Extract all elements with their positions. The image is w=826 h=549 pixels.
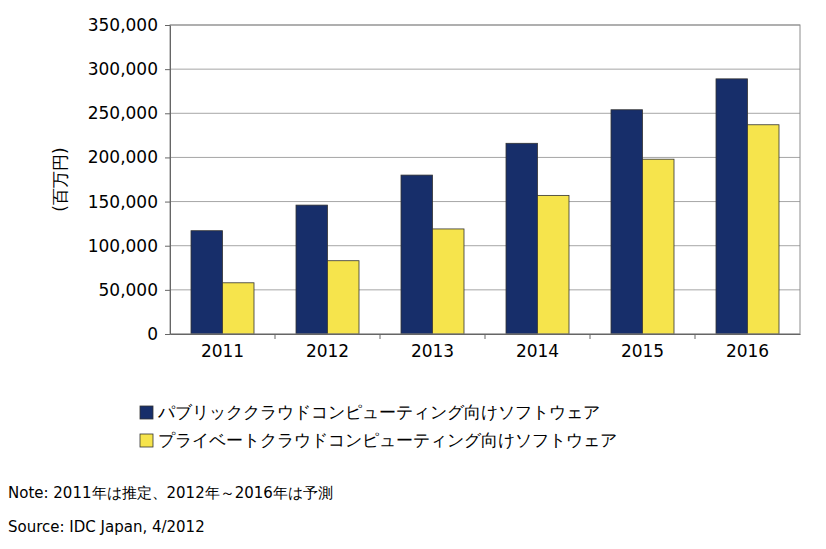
annotation: Note: 2011年は推定、2012年～2016年は予測 xyxy=(8,484,333,502)
grid xyxy=(170,25,800,334)
plot-frame xyxy=(170,25,800,334)
bar xyxy=(716,79,748,334)
legend-label: パブリッククラウドコンピューティング向けソフトウェア xyxy=(157,402,600,422)
bar xyxy=(748,125,780,334)
tick-label: 2014 xyxy=(516,341,559,361)
bar xyxy=(328,261,360,334)
separator xyxy=(695,334,696,339)
tick-label: 2013 xyxy=(411,341,454,361)
bar xyxy=(611,110,643,334)
tick-label: 2015 xyxy=(621,341,664,361)
tick-label: 50,000 xyxy=(99,280,158,300)
chart: 0 50,000 100,000 150,000 200,000 250,000 300,0… xyxy=(0,0,826,549)
axis-title: (百万円) xyxy=(50,147,70,211)
grid-line xyxy=(170,245,800,246)
tick-label: 200,000 xyxy=(88,147,158,167)
tick-mark xyxy=(165,69,170,70)
bar xyxy=(191,231,223,334)
grid-line xyxy=(170,113,800,114)
tick-mark xyxy=(165,25,170,26)
bar xyxy=(433,229,465,334)
bar xyxy=(401,175,433,334)
legend-swatch xyxy=(140,434,153,447)
tick-label: 2016 xyxy=(726,341,769,361)
tick: 2015 xyxy=(621,334,664,361)
annotations: Note: 2011年は推定、2012年～2016年は予測 Source: IDC… xyxy=(8,484,333,536)
bars xyxy=(191,79,779,334)
series xyxy=(191,79,748,334)
separator xyxy=(485,334,486,339)
tick: 150,000 xyxy=(88,192,170,212)
separator xyxy=(590,334,591,339)
tick-mark xyxy=(165,113,170,114)
tick-mark xyxy=(165,334,170,335)
annotation: Source: IDC Japan, 4/2012 xyxy=(8,518,205,536)
tick-mark xyxy=(165,290,170,291)
tick: 2013 xyxy=(411,334,454,361)
tick: 250,000 xyxy=(88,103,170,123)
grid-line xyxy=(170,69,800,70)
tick-mark xyxy=(165,202,170,203)
tick-label: 350,000 xyxy=(88,15,158,35)
tick: 300,000 xyxy=(88,59,170,79)
axis-line xyxy=(170,26,171,335)
tick: 350,000 xyxy=(88,15,170,35)
grid-line xyxy=(170,157,800,158)
tick: 2016 xyxy=(726,334,769,361)
tick-mark xyxy=(165,246,170,247)
tick-mark xyxy=(165,157,170,158)
bar xyxy=(296,205,328,334)
legend-label: プライベートクラウドコンピューティング向けソフトウェア xyxy=(158,430,617,450)
tick: 100,000 xyxy=(88,236,170,256)
tick: 2012 xyxy=(306,334,349,361)
bar xyxy=(506,143,538,334)
separator xyxy=(275,334,276,339)
tick: 2011 xyxy=(201,334,244,361)
tick-label: 2012 xyxy=(306,341,349,361)
bar xyxy=(223,283,255,334)
tick-label: 250,000 xyxy=(88,103,158,123)
tick-label: 150,000 xyxy=(88,192,158,212)
tick: 0 xyxy=(147,324,170,344)
legend-swatch xyxy=(140,406,153,419)
tick-label: 0 xyxy=(147,324,158,344)
y-axis: 0 50,000 100,000 150,000 200,000 250,000 300,0… xyxy=(88,15,171,344)
tick-label: 300,000 xyxy=(88,59,158,79)
tick: 50,000 xyxy=(99,280,170,300)
tick: 200,000 xyxy=(88,147,170,167)
plot: 0 50,000 100,000 150,000 200,000 250,000 300,0… xyxy=(88,15,801,361)
bar xyxy=(643,159,675,334)
tick: 2014 xyxy=(516,334,559,361)
bar xyxy=(538,195,570,334)
grid-line xyxy=(170,201,800,202)
tick-label: 2011 xyxy=(201,341,244,361)
tick-label: 100,000 xyxy=(88,236,158,256)
grid-line xyxy=(170,289,800,290)
x-axis: 2011 2012 2013 2014 2015 2016 xyxy=(171,334,801,361)
separator xyxy=(380,334,381,339)
series xyxy=(223,125,780,334)
category-separators xyxy=(275,334,695,339)
legend: パブリッククラウドコンピューティング向けソフトウェアプライベートクラウドコンピュ… xyxy=(140,402,617,450)
